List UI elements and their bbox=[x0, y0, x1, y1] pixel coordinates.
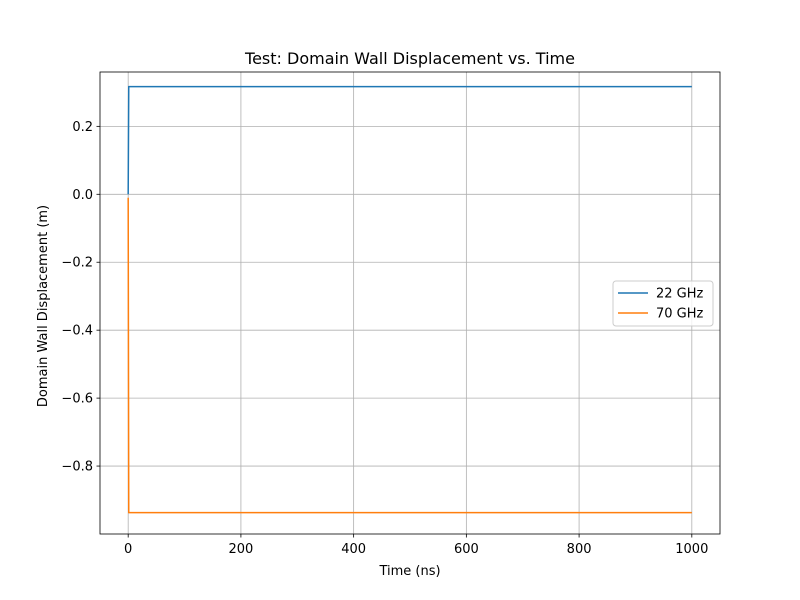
y-tick-label: −0.2 bbox=[61, 256, 93, 271]
plot-area: 0 200 400 600 800 1000 0.2 0.0 −0.2 −0.4 −0.6 −0.8 bbox=[61, 71, 721, 557]
y-axis-label: Domain Wall Displacement (m) bbox=[36, 205, 51, 407]
x-tick-label: 800 bbox=[567, 542, 592, 557]
x-axis-label: Time (ns) bbox=[378, 564, 440, 579]
y-tick-label: −0.6 bbox=[61, 392, 93, 407]
legend-label-2: 70 GHz bbox=[656, 307, 704, 322]
chart-title: Test: Domain Wall Displacement vs. Time bbox=[244, 49, 575, 68]
axes-frame bbox=[99, 71, 721, 535]
x-tick-label: 200 bbox=[228, 542, 253, 557]
x-tick-label: 1000 bbox=[675, 542, 708, 557]
x-tick-label: 0 bbox=[124, 542, 132, 557]
x-tick-label: 600 bbox=[454, 542, 479, 557]
series-line-1 bbox=[127, 85, 692, 195]
x-tick-label: 400 bbox=[341, 542, 366, 557]
legend-label-1: 22 GHz bbox=[656, 287, 704, 302]
y-tick-label: 0.0 bbox=[72, 188, 93, 203]
y-tick-label: 0.2 bbox=[72, 120, 93, 135]
y-tick-label: −0.4 bbox=[61, 324, 93, 339]
series-line-2 bbox=[127, 197, 692, 514]
legend: 22 GHz 70 GHz bbox=[612, 280, 714, 327]
y-tick-label: −0.8 bbox=[61, 460, 93, 475]
